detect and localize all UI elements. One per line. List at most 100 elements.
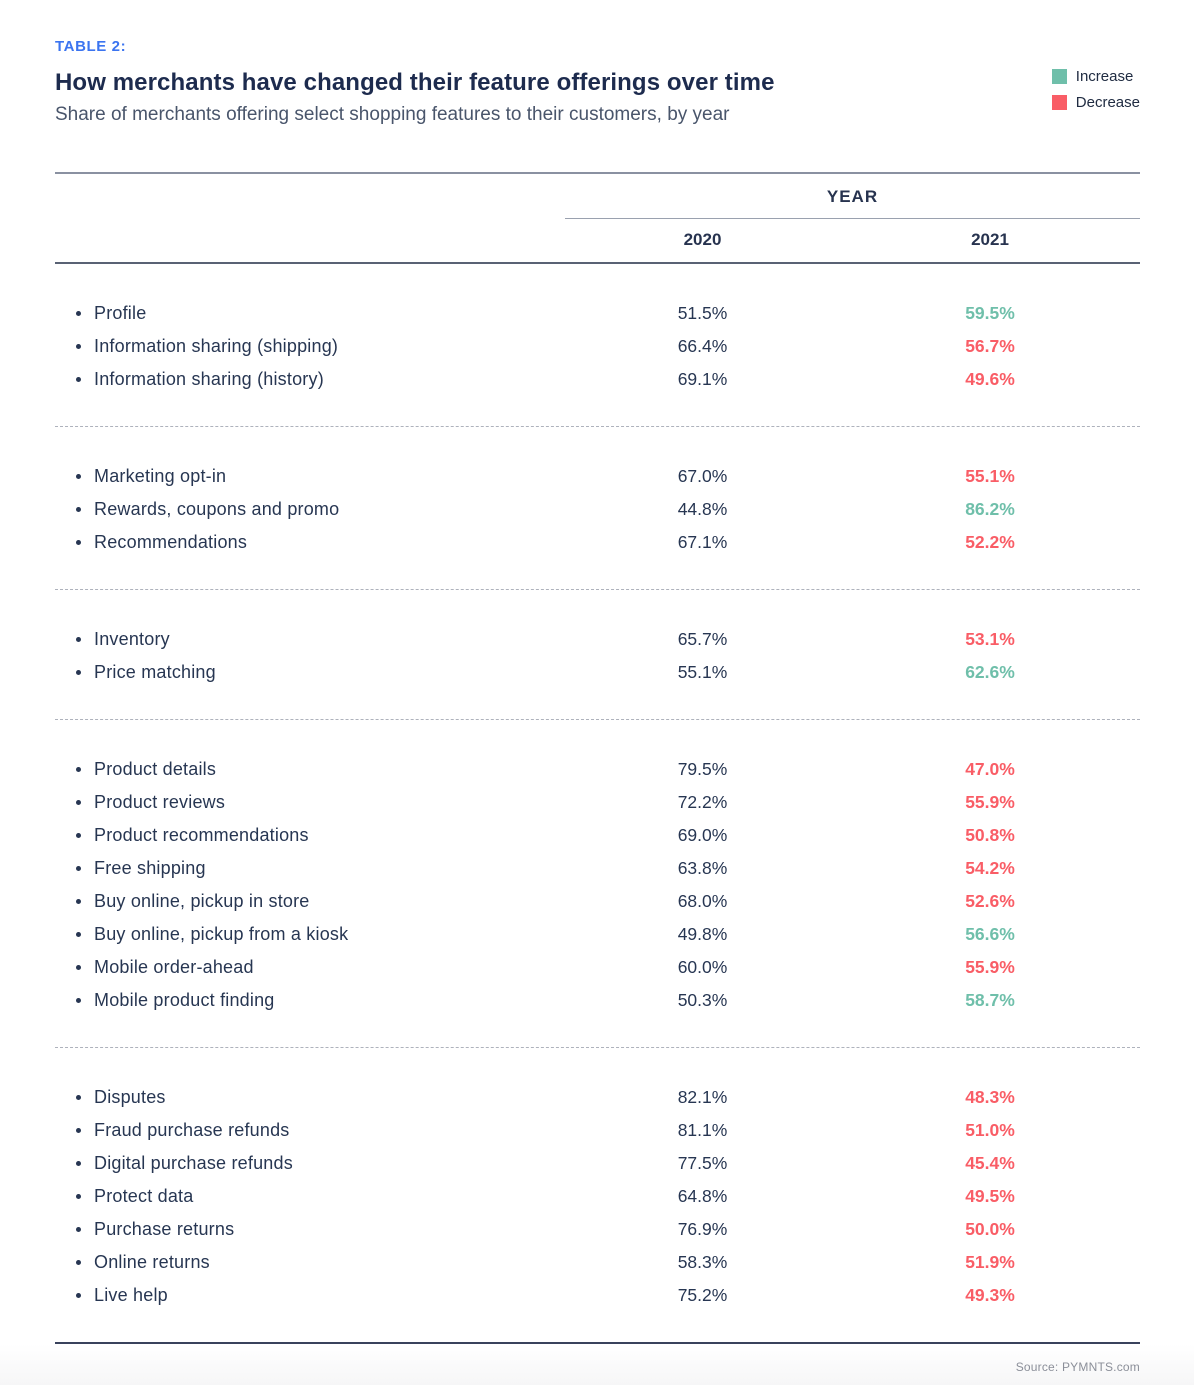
bullet-icon xyxy=(76,1161,81,1166)
table-row: Product recommendations 69.0% 50.8% xyxy=(55,819,1140,852)
value-2020: 67.0% xyxy=(677,466,728,486)
value-2020: 60.0% xyxy=(677,957,728,977)
table-header: YEAR 2020 2021 xyxy=(55,172,1140,262)
feature-label: Online returns xyxy=(94,1252,210,1272)
value-2020: 58.3% xyxy=(677,1252,728,1272)
value-2020: 64.8% xyxy=(677,1186,728,1206)
value-2020: 65.7% xyxy=(677,629,728,649)
feature-label: Information sharing (shipping) xyxy=(94,336,339,356)
feature-label-cell: Profile xyxy=(55,303,565,324)
feature-label-cell: Product details xyxy=(55,759,565,780)
feature-label: Profile xyxy=(94,303,147,323)
table-group: Profile 51.5% 59.5% Information sharing (sh… xyxy=(55,264,1140,426)
feature-label: Mobile product finding xyxy=(94,990,275,1010)
feature-label-cell: Purchase returns xyxy=(55,1219,565,1240)
bullet-icon xyxy=(76,998,81,1003)
value-2021: 47.0% xyxy=(965,759,1015,779)
bullet-icon xyxy=(76,965,81,970)
legend: Increase Decrease xyxy=(1051,68,1140,111)
feature-label: Buy online, pickup in store xyxy=(94,891,310,911)
value-2020: 77.5% xyxy=(677,1153,728,1173)
value-2021: 50.0% xyxy=(965,1219,1015,1239)
bullet-icon xyxy=(76,899,81,904)
legend-label: Decrease xyxy=(1075,94,1140,111)
bullet-icon xyxy=(76,474,81,479)
feature-label-cell: Buy online, pickup from a kiosk xyxy=(55,924,565,945)
value-2020: 79.5% xyxy=(677,759,728,779)
feature-label: Information sharing (history) xyxy=(94,369,324,389)
bullet-icon xyxy=(76,1260,81,1265)
table-row: Product details 79.5% 47.0% xyxy=(55,753,1140,786)
bullet-icon xyxy=(76,1095,81,1100)
table-row: Mobile product finding 50.3% 58.7% xyxy=(55,984,1140,1017)
table-row: Recommendations 67.1% 52.2% xyxy=(55,526,1140,559)
bullet-icon xyxy=(76,866,81,871)
value-2020: 68.0% xyxy=(677,891,728,911)
feature-label-cell: Online returns xyxy=(55,1252,565,1273)
feature-label-cell: Buy online, pickup in store xyxy=(55,891,565,912)
column-header-2021: 2021 xyxy=(971,230,1009,249)
year-header-block: YEAR 2020 2021 xyxy=(565,174,1140,262)
value-2020: 75.2% xyxy=(677,1285,728,1305)
table-group: Marketing opt-in 67.0% 55.1% Rewards, coupo… xyxy=(55,426,1140,589)
value-2021: 58.7% xyxy=(965,990,1015,1010)
bullet-icon xyxy=(76,637,81,642)
feature-label-cell: Mobile order-ahead xyxy=(55,957,565,978)
bullet-icon xyxy=(76,1293,81,1298)
bullet-icon xyxy=(76,311,81,316)
value-2021: 52.2% xyxy=(965,532,1015,552)
table-group: Disputes 82.1% 48.3% Fraud purchase refunds… xyxy=(55,1047,1140,1342)
table-row: Online returns 58.3% 51.9% xyxy=(55,1246,1140,1279)
table-row: Buy online, pickup from a kiosk 49.8% 56.6… xyxy=(55,918,1140,951)
table-row: Buy online, pickup in store 68.0% 52.6% xyxy=(55,885,1140,918)
data-table: YEAR 2020 2021 Profile 51.5% 59.5% Informat… xyxy=(55,172,1140,1344)
increase-swatch-icon xyxy=(1051,69,1067,84)
value-2020: 72.2% xyxy=(677,792,728,812)
legend-item-decrease: Decrease xyxy=(1051,94,1140,111)
year-underline xyxy=(565,218,1140,219)
feature-label: Free shipping xyxy=(94,858,206,878)
table-body: Profile 51.5% 59.5% Information sharing (sh… xyxy=(55,262,1140,1342)
bullet-icon xyxy=(76,1227,81,1232)
legend-label: Increase xyxy=(1075,68,1134,85)
bullet-icon xyxy=(76,1194,81,1199)
value-2021: 51.0% xyxy=(965,1120,1015,1140)
value-2021: 56.6% xyxy=(965,924,1015,944)
table-row: Product reviews 72.2% 55.9% xyxy=(55,786,1140,819)
table-row: Profile 51.5% 59.5% xyxy=(55,297,1140,330)
feature-label: Rewards, coupons and promo xyxy=(94,499,340,519)
feature-label: Protect data xyxy=(94,1186,194,1206)
bullet-icon xyxy=(76,767,81,772)
table-row: Information sharing (shipping) 66.4% 56.7% xyxy=(55,330,1140,363)
bullet-icon xyxy=(76,1128,81,1133)
source-credit: Source: PYMNTS.com xyxy=(1015,1360,1140,1374)
feature-label-cell: Product reviews xyxy=(55,792,565,813)
table-bottom-border xyxy=(55,1342,1140,1344)
bullet-icon xyxy=(76,833,81,838)
feature-label: Recommendations xyxy=(94,532,248,552)
table-row: Marketing opt-in 67.0% 55.1% xyxy=(55,460,1140,493)
feature-label: Disputes xyxy=(94,1087,166,1107)
table-row: Free shipping 63.8% 54.2% xyxy=(55,852,1140,885)
value-2021: 49.3% xyxy=(965,1285,1015,1305)
decrease-swatch-icon xyxy=(1051,95,1067,110)
feature-label: Price matching xyxy=(94,662,216,682)
value-2021: 49.6% xyxy=(965,369,1015,389)
column-header-2020: 2020 xyxy=(683,230,722,249)
value-2020: 55.1% xyxy=(677,662,728,682)
value-2021: 55.9% xyxy=(965,792,1015,812)
feature-label: Live help xyxy=(94,1285,168,1305)
table-group: Inventory 65.7% 53.1% Price matching 55.1% 62… xyxy=(55,589,1140,719)
table-row: Live help 75.2% 49.3% xyxy=(55,1279,1140,1312)
feature-label-cell: Disputes xyxy=(55,1087,565,1108)
table-row: Rewards, coupons and promo 44.8% 86.2% xyxy=(55,493,1140,526)
feature-label: Purchase returns xyxy=(94,1219,235,1239)
value-2020: 63.8% xyxy=(677,858,728,878)
value-2021: 86.2% xyxy=(965,499,1015,519)
bullet-icon xyxy=(76,932,81,937)
feature-label-cell: Information sharing (history) xyxy=(55,369,565,390)
value-2021: 59.5% xyxy=(965,303,1015,323)
feature-label-cell: Live help xyxy=(55,1285,565,1306)
value-2021: 52.6% xyxy=(965,891,1015,911)
